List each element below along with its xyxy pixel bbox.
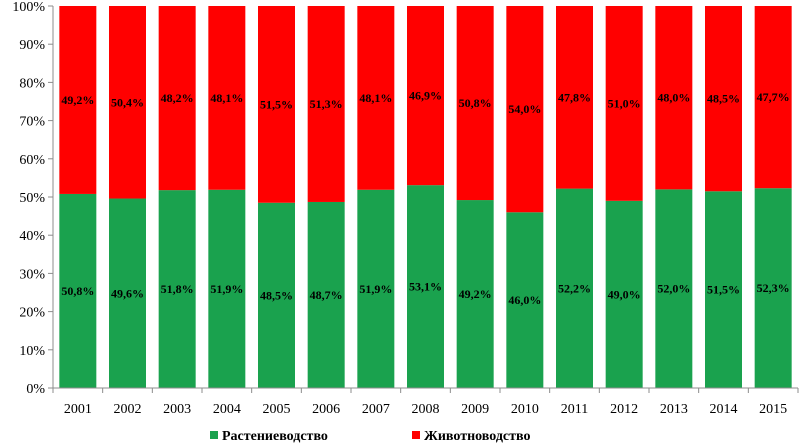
data-label-crop-production: 48,5% (260, 288, 293, 302)
data-label-livestock: 47,8% (558, 90, 591, 104)
x-tick-label: 2011 (561, 402, 588, 417)
bar-segment-livestock (556, 6, 593, 189)
bar-segment-livestock (705, 6, 742, 192)
data-label-crop-production: 49,0% (608, 287, 641, 301)
data-label-crop-production: 48,7% (310, 288, 343, 302)
x-tick-label: 2002 (114, 402, 142, 417)
data-label-livestock: 50,8% (459, 96, 492, 110)
bar-segment-livestock (208, 6, 246, 190)
data-label-livestock: 48,0% (657, 91, 690, 105)
bar-segment-crop-production (109, 198, 146, 388)
bar-segment-crop-production (208, 189, 246, 388)
x-tick-label: 2013 (660, 402, 688, 417)
bar-segment-crop-production (655, 189, 693, 388)
bar-segment-crop-production (158, 190, 196, 388)
data-label-livestock: 51,5% (260, 97, 293, 111)
bar-segment-crop-production (754, 188, 792, 388)
legend-label: Животноводство (424, 429, 530, 444)
y-tick-label: 80% (19, 76, 45, 91)
bar-segment-livestock (109, 6, 146, 199)
data-label-crop-production: 46,0% (508, 293, 541, 307)
y-tick-label: 10% (19, 344, 45, 359)
x-tick-label: 2006 (312, 402, 340, 417)
x-tick-label: 2004 (213, 402, 241, 417)
data-label-crop-production: 51,9% (210, 282, 243, 296)
legend-swatch (412, 431, 420, 439)
bars-layer: 50,8% 49,2% 49,6% 50,4% 51,8% 48,2% 51,9% 48,1%… (59, 6, 792, 388)
y-tick-label: 30% (19, 267, 45, 282)
data-label-crop-production: 52,2% (558, 281, 591, 295)
bar-segment-crop-production (456, 200, 494, 388)
x-tick-label: 2001 (64, 402, 92, 417)
data-label-livestock: 48,2% (161, 91, 194, 105)
bar-segment-crop-production (506, 212, 544, 388)
x-tick-label: 2005 (263, 402, 291, 417)
data-label-crop-production: 52,3% (757, 281, 790, 295)
data-label-livestock: 50,4% (111, 95, 144, 109)
bar-segment-crop-production (556, 188, 593, 388)
bar-segment-crop-production (605, 200, 643, 388)
x-axis: 2001 2002 2003 2004 2005 2006 2007 2008 2009 2010… (52, 387, 799, 417)
bar-segment-livestock (59, 6, 97, 194)
data-label-crop-production: 51,8% (161, 282, 194, 296)
bar-segment-crop-production (407, 185, 444, 388)
bar-segment-crop-production (59, 193, 97, 388)
bar-segment-livestock (357, 6, 395, 190)
bar-segment-livestock (456, 6, 494, 201)
x-tick-label: 2003 (163, 402, 191, 417)
y-tick-label: 90% (19, 38, 45, 53)
x-tick-label: 2015 (759, 402, 787, 417)
x-tick-label: 2008 (412, 402, 440, 417)
y-tick-label: 60% (19, 153, 45, 168)
y-tick-label: 70% (19, 115, 45, 130)
x-tick-label: 2014 (710, 402, 738, 417)
x-tick-label: 2012 (610, 402, 638, 417)
bar-segment-livestock (307, 6, 345, 202)
bar-segment-crop-production (357, 189, 395, 388)
data-label-livestock: 51,0% (608, 96, 641, 110)
data-label-crop-production: 53,1% (409, 280, 442, 294)
y-tick-label: 0% (26, 382, 45, 397)
bar-segment-crop-production (705, 191, 742, 388)
data-label-crop-production: 52,0% (657, 282, 690, 296)
y-axis: 0% 10% 20% 30% 40% 50% 60% 70% 80% 90% 100% (12, 0, 54, 397)
y-tick-label: 20% (19, 306, 45, 321)
data-label-livestock: 48,1% (359, 91, 392, 105)
bar-segment-livestock (655, 6, 693, 190)
data-label-livestock: 48,1% (210, 91, 243, 105)
y-tick-label: 40% (19, 229, 45, 244)
data-label-crop-production: 49,2% (459, 287, 492, 301)
legend-swatch (210, 431, 218, 439)
data-label-crop-production: 49,6% (111, 286, 144, 300)
data-label-livestock: 49,2% (61, 93, 94, 107)
bar-segment-crop-production (307, 201, 345, 388)
y-tick-label: 100% (12, 0, 45, 15)
x-tick-label: 2010 (511, 402, 539, 417)
bar-segment-livestock (754, 6, 792, 189)
bar-segment-livestock (158, 6, 196, 191)
data-label-crop-production: 50,8% (61, 284, 94, 298)
data-label-crop-production: 51,9% (359, 282, 392, 296)
data-label-crop-production: 51,5% (707, 283, 740, 297)
data-label-livestock: 51,3% (310, 97, 343, 111)
bar-segment-livestock (407, 6, 444, 186)
x-tick-label: 2007 (362, 402, 390, 417)
bar-segment-livestock (506, 6, 544, 213)
x-tick-label: 2009 (461, 402, 489, 417)
data-label-livestock: 46,9% (409, 89, 442, 103)
bar-segment-livestock (605, 6, 643, 201)
legend: Растениеводство Животноводство (210, 429, 530, 444)
legend-label: Растениеводство (222, 429, 328, 444)
data-label-livestock: 47,7% (757, 90, 790, 104)
data-label-livestock: 48,5% (707, 92, 740, 106)
y-tick-label: 50% (19, 191, 45, 206)
bar-segment-crop-production (258, 202, 295, 388)
bar-segment-livestock (258, 6, 295, 203)
data-label-livestock: 54,0% (508, 102, 541, 116)
